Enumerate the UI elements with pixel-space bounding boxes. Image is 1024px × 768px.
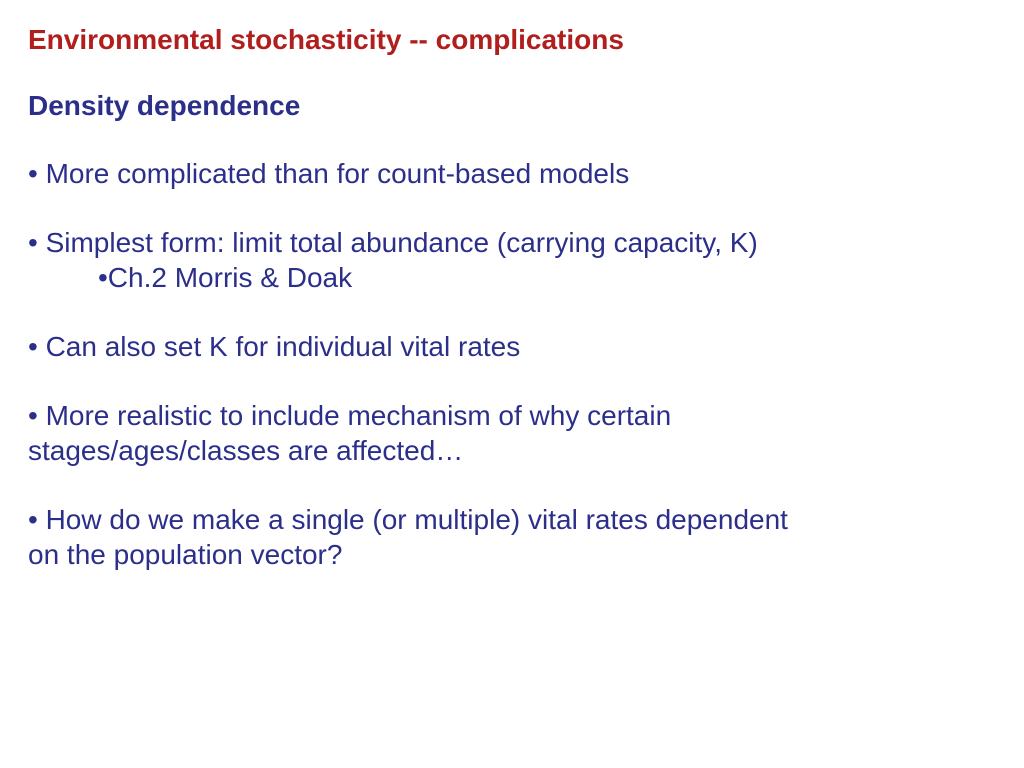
slide-title: Environmental stochasticity -- complicat… (28, 24, 996, 56)
bullet-text: on the population vector? (28, 537, 996, 572)
bullet-text: • More complicated than for count-based … (28, 156, 996, 191)
sub-bullet-text: •Ch.2 Morris & Doak (28, 260, 996, 295)
bullet-4: • More realistic to include mechanism of… (28, 398, 996, 468)
bullet-1: • More complicated than for count-based … (28, 156, 996, 191)
bullet-text: • More realistic to include mechanism of… (28, 398, 996, 433)
slide-subtitle: Density dependence (28, 90, 996, 122)
bullet-text: • How do we make a single (or multiple) … (28, 502, 996, 537)
bullet-text: • Can also set K for individual vital ra… (28, 329, 996, 364)
bullet-text: • Simplest form: limit total abundance (… (28, 225, 996, 260)
bullet-3: • Can also set K for individual vital ra… (28, 329, 996, 364)
bullet-2: • Simplest form: limit total abundance (… (28, 225, 996, 295)
bullet-text: stages/ages/classes are affected… (28, 433, 996, 468)
bullet-5: • How do we make a single (or multiple) … (28, 502, 996, 572)
